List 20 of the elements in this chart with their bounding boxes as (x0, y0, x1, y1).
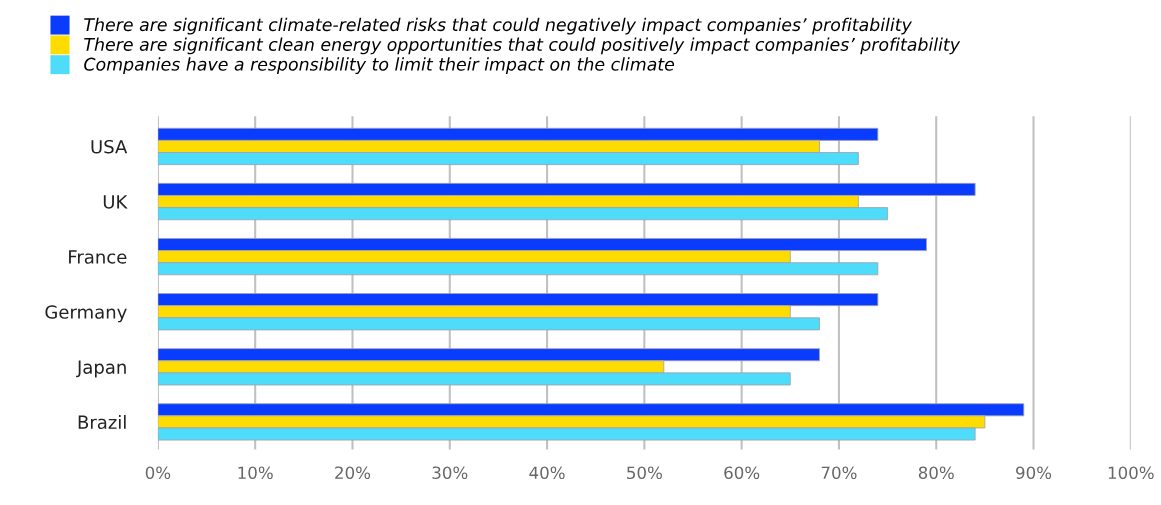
x-tick-label: 80% (918, 466, 954, 480)
y-tick-label: Germany (45, 305, 127, 323)
y-tick-label: Brazil (78, 415, 126, 430)
x-tick-label: 10% (238, 466, 273, 480)
x-tick-label: 0% (145, 466, 171, 480)
y-tick-label: France (69, 250, 127, 264)
x-tick-label: 50% (627, 466, 662, 480)
x-tick-label: 40% (529, 466, 565, 480)
y-tick-label: USA (91, 139, 128, 154)
x-tick-label: 90% (1016, 466, 1052, 480)
y-tick-label: Japan (76, 360, 126, 378)
x-tick-label: 100% (1108, 466, 1154, 480)
legend-label: Companies have a responsibility to limit their impact on the climate (84, 57, 675, 75)
legend-label: There are significant clean energy opportunities that could positively impact companies’ profitability (84, 37, 961, 55)
x-tick-label: 20% (335, 466, 371, 480)
x-tick-label: 70% (821, 466, 857, 480)
legend-label: There are significant climate-related risks that could negatively impact companies’ profitability (84, 17, 913, 35)
x-tick-label: 30% (432, 466, 468, 480)
y-tick-label: UK (103, 195, 128, 209)
x-tick-label: 60% (724, 466, 760, 480)
